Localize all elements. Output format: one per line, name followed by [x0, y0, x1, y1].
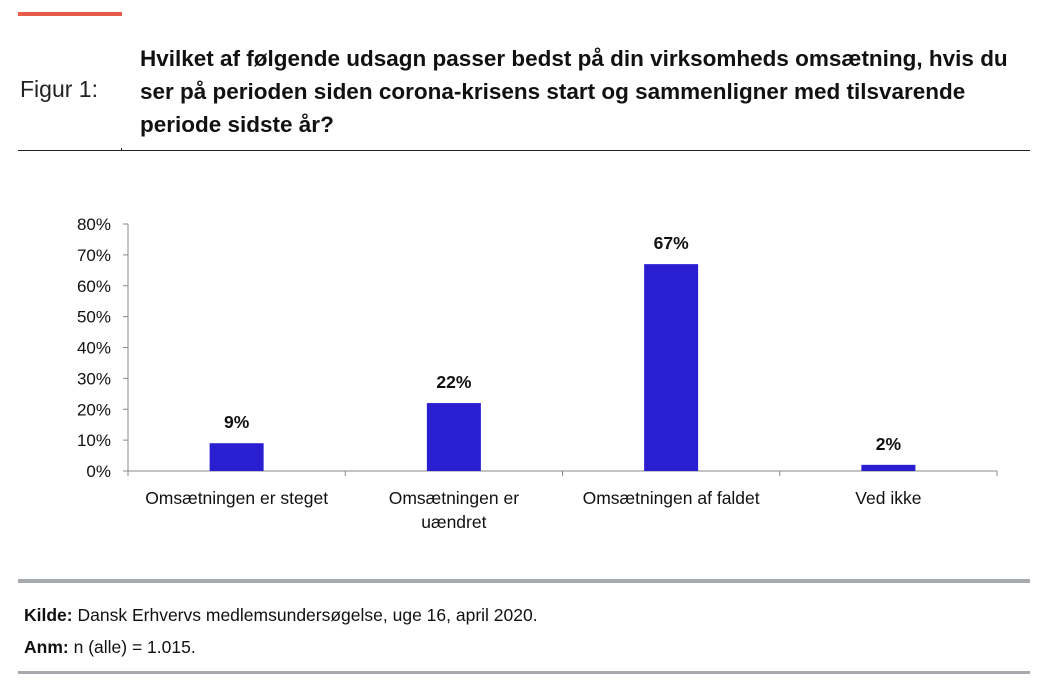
annotation-note: Anm: n (alle) = 1.015. — [24, 637, 196, 658]
bar-series — [209, 264, 916, 471]
y-axis: 0% 10% 20% 30% 40% 50% 60% 70% 80% — [77, 215, 129, 481]
x-category-label: Omsætningen er uændret — [389, 488, 520, 532]
y-tick-label: 20% — [77, 400, 111, 419]
data-labels: 9% 22% 67% 2% — [224, 233, 901, 454]
y-tick-label: 0% — [86, 462, 111, 481]
data-label: 67% — [654, 233, 689, 253]
bar — [426, 403, 481, 471]
annotation-label: Anm: — [24, 637, 69, 657]
data-label: 22% — [436, 372, 471, 392]
x-category-label: Omsætningen af faldet — [583, 488, 760, 508]
source-text: Dansk Erhvervs medlemsundersøgelse, uge … — [77, 605, 538, 625]
source-label: Kilde: — [24, 605, 73, 625]
bar — [209, 443, 264, 471]
y-tick-label: 30% — [77, 369, 111, 388]
y-tick-label: 70% — [77, 246, 111, 265]
data-label: 9% — [224, 412, 250, 432]
accent-line — [18, 12, 122, 16]
figure-label: Figur 1: — [20, 76, 98, 102]
footer-divider-bottom — [18, 671, 1030, 674]
bar — [861, 464, 916, 471]
figure-title: Hvilket af følgende udsagn passer bedst … — [140, 46, 1008, 137]
x-axis: Omsætningen er steget Omsætningen er uændr… — [127, 470, 998, 532]
annotation-text: n (alle) = 1.015. — [73, 637, 196, 657]
bar — [644, 264, 699, 471]
y-tick-label: 60% — [77, 277, 111, 296]
data-label: 2% — [876, 434, 902, 454]
footer-divider-top — [18, 579, 1030, 583]
x-category-label: Omsætningen er steget — [145, 488, 328, 508]
y-tick-label: 50% — [77, 308, 111, 327]
y-tick-label: 40% — [77, 339, 111, 358]
y-tick-label: 10% — [77, 431, 111, 450]
bar-chart: 0% 10% 20% 30% 40% 50% 60% 70% 80% Omsætningen e… — [77, 215, 998, 532]
source-note: Kilde: Dansk Erhvervs medlemsundersøgels… — [24, 605, 538, 626]
y-tick-label: 80% — [77, 215, 111, 234]
header-divider — [18, 148, 1030, 151]
x-category-label: Ved ikke — [855, 488, 921, 508]
